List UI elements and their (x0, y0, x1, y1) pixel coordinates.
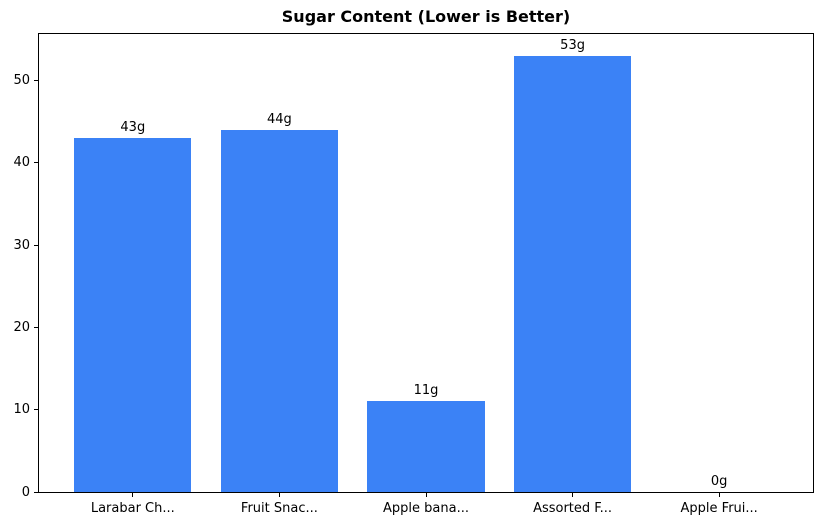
x-tick-label: Apple bana... (383, 501, 469, 516)
x-tick-mark (572, 493, 574, 497)
y-tick-mark (34, 162, 38, 164)
chart-title: Sugar Content (Lower is Better) (281, 7, 571, 26)
y-tick-mark (34, 491, 38, 493)
y-tick-mark (34, 326, 38, 328)
bar-value-label: 53g (560, 37, 585, 53)
plot-area: 43g 44g 11g 53g 0g (38, 33, 814, 493)
x-tick-label: Assorted F... (533, 501, 613, 516)
y-tick-label: 20 (13, 319, 30, 335)
y-tick-label: 10 (13, 402, 30, 418)
bar (220, 129, 339, 492)
x-tick-mark (718, 493, 720, 497)
bar (513, 55, 632, 492)
y-tick-label: 30 (13, 237, 30, 253)
bar-value-label: 0g (710, 474, 728, 489)
bar-value-label: 44g (267, 111, 292, 127)
y-tick-label: 0 (21, 484, 30, 500)
bar-value-label: 43g (120, 120, 146, 136)
y-tick-mark (34, 244, 38, 246)
y-tick-label: 40 (13, 155, 30, 171)
bar (367, 401, 485, 492)
y-tick-mark (34, 409, 38, 411)
x-tick-mark (132, 493, 134, 497)
x-tick-label: Fruit Snac... (240, 501, 318, 516)
y-tick-mark (34, 79, 38, 81)
y-tick-label: 50 (13, 72, 30, 88)
bar-value-label: 11g (413, 383, 439, 399)
x-tick-label: Apple Frui... (680, 501, 758, 516)
bar (74, 138, 192, 492)
x-tick-mark (425, 493, 427, 497)
x-tick-mark (278, 493, 280, 497)
x-tick-label: Larabar Ch... (90, 501, 175, 516)
